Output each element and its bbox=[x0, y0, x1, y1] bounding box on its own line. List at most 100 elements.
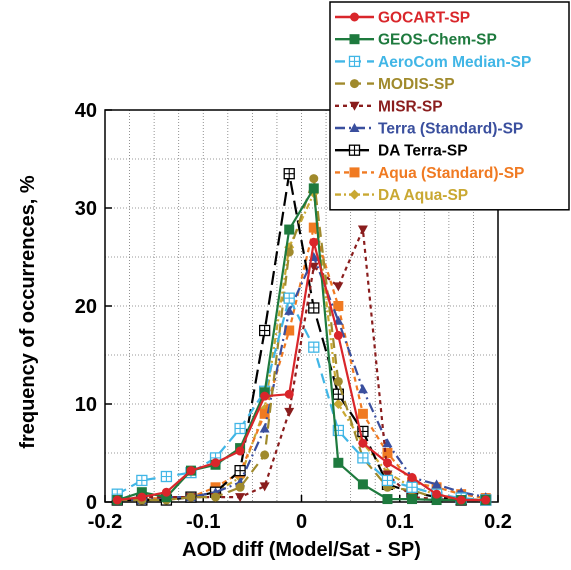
data-point bbox=[234, 464, 246, 477]
legend-marker bbox=[348, 144, 361, 156]
y-ticks: 0 10 20 30 40 bbox=[75, 100, 112, 514]
legend-label: DA Aqua-SP bbox=[378, 187, 468, 204]
data-point bbox=[283, 292, 295, 304]
legend-marker bbox=[349, 167, 360, 178]
x-axis-title: AOD diff (Model/Sat - SP) bbox=[182, 539, 421, 561]
x-tick-label: -0.1 bbox=[186, 511, 220, 533]
data-point bbox=[357, 225, 368, 235]
series-layer bbox=[111, 168, 492, 506]
legend-label: Aqua (Standard)-SP bbox=[378, 165, 524, 182]
x-ticks: -0.2 -0.1 0 0.1 0.2 bbox=[88, 495, 512, 533]
data-point bbox=[308, 262, 319, 272]
series-line bbox=[117, 228, 486, 502]
series-da-aqua-sp bbox=[112, 188, 491, 506]
data-point bbox=[161, 487, 171, 497]
data-point bbox=[284, 389, 294, 399]
x-tick-label: 0 bbox=[296, 511, 307, 533]
data-point bbox=[260, 450, 270, 460]
data-point bbox=[259, 408, 270, 419]
series-aqua-standard-sp bbox=[112, 222, 491, 506]
data-point bbox=[333, 457, 344, 468]
data-point bbox=[333, 399, 344, 409]
y-tick-label: 30 bbox=[75, 198, 97, 220]
legend-label: AeroCom Median-SP bbox=[378, 54, 531, 71]
data-point bbox=[112, 495, 122, 505]
data-point bbox=[235, 493, 246, 503]
legend-label: Terra (Standard)-SP bbox=[378, 121, 523, 138]
series-line bbox=[117, 241, 486, 502]
data-point bbox=[332, 424, 344, 437]
legend-item: DA Terra-SP bbox=[335, 143, 468, 160]
data-point bbox=[382, 438, 393, 448]
legend-marker bbox=[348, 55, 361, 68]
data-point bbox=[456, 495, 466, 505]
data-point bbox=[333, 376, 343, 386]
data-point bbox=[357, 452, 369, 464]
series-line bbox=[117, 226, 486, 502]
legend-marker bbox=[349, 189, 360, 200]
legend-label: GEOS-Chem-SP bbox=[378, 32, 497, 49]
y-tick-label: 20 bbox=[75, 296, 97, 318]
data-point bbox=[235, 482, 245, 492]
data-point bbox=[406, 481, 418, 493]
data-point bbox=[186, 466, 196, 476]
legend-item: Aqua (Standard)-SP bbox=[335, 165, 524, 182]
legend-marker bbox=[350, 12, 359, 22]
data-point bbox=[431, 479, 442, 489]
data-point bbox=[308, 183, 319, 194]
data-point bbox=[308, 302, 320, 314]
data-point bbox=[309, 174, 319, 184]
data-point bbox=[333, 330, 343, 340]
legend-marker bbox=[349, 123, 360, 132]
data-point bbox=[284, 407, 295, 417]
data-point bbox=[333, 282, 344, 292]
legend-item: DA Aqua-SP bbox=[335, 187, 468, 204]
series-line bbox=[116, 297, 486, 502]
x-tick-label: 0.1 bbox=[386, 511, 414, 533]
legend-marker bbox=[349, 101, 360, 111]
data-point bbox=[259, 423, 270, 433]
series-line bbox=[117, 255, 486, 502]
data-point bbox=[186, 492, 196, 502]
y-tick-label: 0 bbox=[86, 492, 97, 514]
data-point bbox=[211, 458, 221, 468]
data-point bbox=[357, 384, 368, 394]
legend-label: MODIS-SP bbox=[378, 76, 455, 93]
data-point bbox=[234, 422, 246, 435]
data-point bbox=[382, 494, 393, 505]
legend-item: Terra (Standard)-SP bbox=[335, 121, 523, 138]
data-point bbox=[136, 474, 148, 487]
x-tick-label: -0.2 bbox=[88, 511, 122, 533]
data-point bbox=[284, 224, 295, 235]
data-point bbox=[333, 301, 344, 311]
data-point bbox=[357, 408, 368, 419]
series-line bbox=[117, 172, 486, 502]
data-point bbox=[283, 168, 295, 180]
y-tick-label: 40 bbox=[75, 100, 97, 122]
series-terra-standard-sp bbox=[112, 252, 491, 505]
legend-label: GOCART-SP bbox=[378, 10, 470, 27]
legend-item: GEOS-Chem-SP bbox=[335, 32, 497, 49]
legend-items: GOCART-SP GEOS-Chem-SP AeroCom Median-SP MO… bbox=[335, 10, 531, 204]
series-line bbox=[116, 187, 486, 502]
legend: GOCART-SP GEOS-Chem-SP AeroCom Median-SP MO… bbox=[329, 1, 570, 211]
data-point bbox=[259, 324, 271, 337]
data-point bbox=[308, 341, 320, 353]
data-point bbox=[407, 473, 417, 482]
legend-label: MISR-SP bbox=[378, 98, 443, 115]
legend-item: MODIS-SP bbox=[335, 76, 455, 93]
legend-item: MISR-SP bbox=[335, 98, 443, 115]
data-point bbox=[382, 458, 392, 468]
data-point bbox=[160, 470, 173, 483]
data-point bbox=[382, 448, 393, 458]
series-gocart-sp bbox=[112, 237, 491, 505]
data-point bbox=[381, 474, 394, 487]
data-point bbox=[260, 391, 270, 401]
data-point bbox=[259, 482, 270, 492]
data-point bbox=[358, 438, 368, 448]
legend-item: GOCART-SP bbox=[335, 10, 470, 27]
data-point bbox=[357, 479, 368, 490]
legend-marker bbox=[349, 34, 360, 45]
data-point bbox=[432, 489, 442, 499]
